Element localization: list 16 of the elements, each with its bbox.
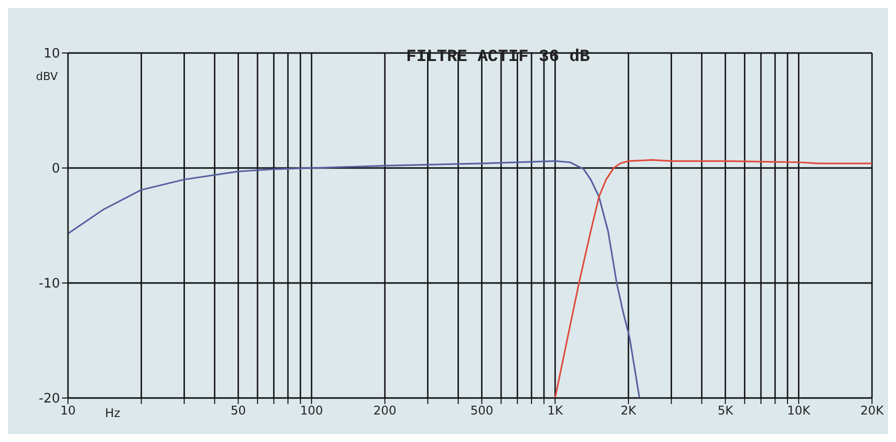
y-tick-label: 10: [43, 46, 60, 62]
x-tick-label: 20K: [860, 404, 885, 418]
y-tick-label: -20: [38, 392, 60, 407]
x-tick-label: 500: [470, 404, 494, 418]
y-tick-label: 0: [52, 162, 60, 177]
x-tick-label: 2K: [620, 404, 638, 418]
x-tick-label: 1K: [547, 404, 564, 418]
x-tick-label: 10: [60, 404, 76, 418]
y-tick-label: -10: [38, 276, 60, 292]
x-tick-label: 5K: [718, 404, 734, 418]
x-tick-label: 200: [373, 404, 396, 418]
y-axis-title: dBV: [36, 70, 58, 83]
x-tick-label: 100: [300, 404, 324, 418]
x-axis-title: Hz: [105, 406, 120, 420]
x-tick-label: 10K: [787, 404, 812, 418]
x-tick-label: 50: [230, 404, 246, 418]
